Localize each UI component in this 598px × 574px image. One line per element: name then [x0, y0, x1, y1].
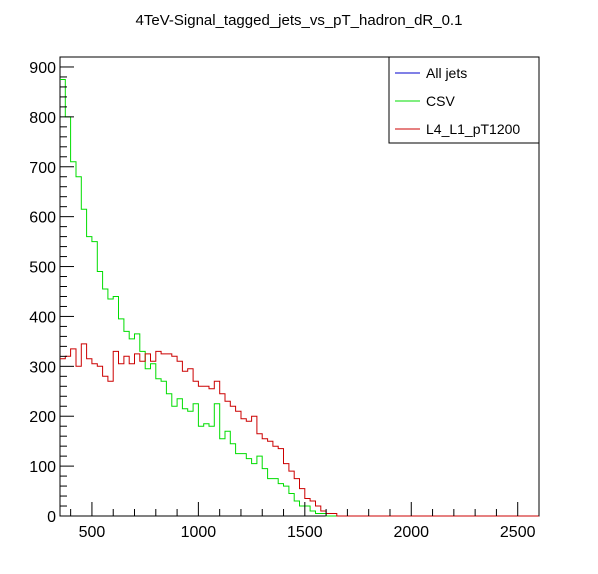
legend-label-0: All jets: [426, 65, 467, 81]
x-tick-label: 500: [79, 524, 106, 541]
y-tick-label: 800: [29, 110, 56, 127]
legend: All jets CSV L4_L1_pT1200: [388, 56, 540, 144]
x-tick-label: 2500: [500, 524, 536, 541]
x-tick-label: 2000: [393, 524, 429, 541]
y-tick-label: 300: [29, 359, 56, 376]
series-1-line: [60, 79, 539, 517]
y-tick-label: 900: [29, 60, 56, 77]
y-tick-label: 500: [29, 260, 56, 277]
legend-label-1: CSV: [426, 93, 455, 109]
series-layer: [60, 79, 539, 517]
chart-title: 4TeV-Signal_tagged_jets_vs_pT_hadron_dR_…: [136, 12, 463, 29]
y-tick-label: 200: [29, 409, 56, 426]
y-tick-label: 700: [29, 160, 56, 177]
y-tick-label: 0: [47, 509, 56, 526]
y-tick-label: 100: [29, 459, 56, 476]
axes-layer: 500 1000 1500 2000 2500 0 100 200 300 400 500 600 70…: [29, 60, 540, 541]
y-tick-label: 400: [29, 309, 56, 326]
x-tick-label: 1500: [287, 524, 323, 541]
x-tick-label: 1000: [181, 524, 217, 541]
legend-label-2: L4_L1_pT1200: [426, 121, 520, 137]
y-tick-label: 600: [29, 210, 56, 227]
series-2-line: [60, 343, 539, 517]
